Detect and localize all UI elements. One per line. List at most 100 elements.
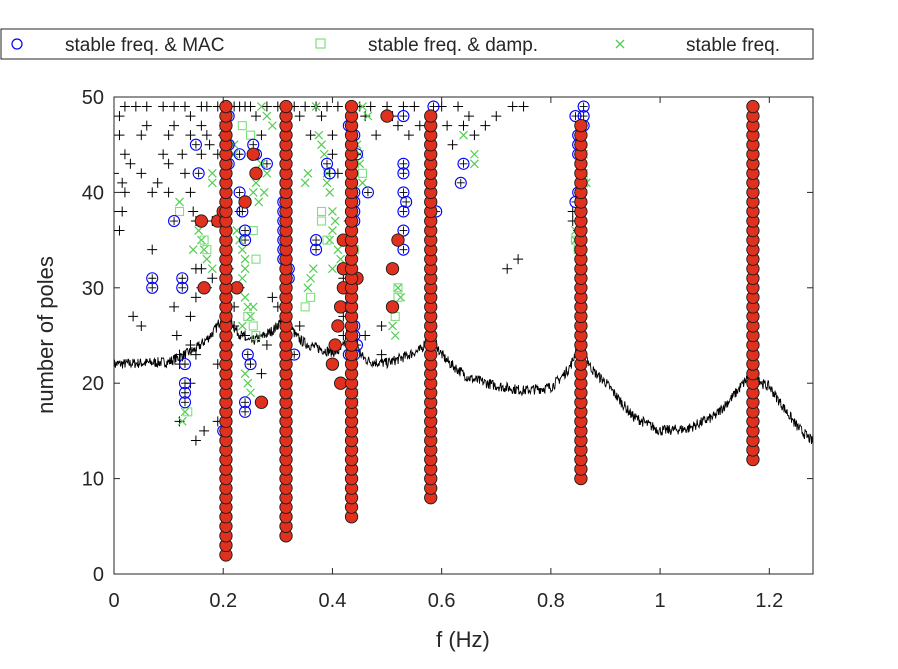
stable-mac-cross bbox=[246, 360, 255, 369]
unstable-pole-marker bbox=[305, 130, 316, 141]
stable-mac-marker bbox=[178, 358, 192, 371]
stable-freq-marker bbox=[237, 321, 247, 331]
stable-damp-marker bbox=[248, 226, 258, 236]
stable-mac-cross bbox=[241, 226, 250, 235]
legend-freq-icon bbox=[615, 39, 625, 49]
stable-mac-marker bbox=[310, 243, 323, 256]
unstable-pole-marker bbox=[332, 101, 343, 112]
stable-freq-marker bbox=[188, 245, 198, 255]
unstable-pole-marker bbox=[409, 101, 420, 112]
unstable-pole-marker bbox=[403, 130, 414, 141]
unstable-pole-marker bbox=[185, 311, 196, 322]
stable-mac-marker bbox=[397, 157, 410, 170]
unstable-pole-marker bbox=[469, 130, 480, 141]
stable-freq-marker bbox=[358, 102, 367, 111]
stable-mac-cross bbox=[243, 350, 252, 359]
stable-mac-marker bbox=[323, 167, 336, 180]
unstable-pole-marker bbox=[300, 101, 311, 112]
stable-mac-cross bbox=[399, 207, 408, 216]
stable-damp-marker bbox=[322, 235, 332, 245]
stable-freq-marker bbox=[469, 149, 479, 159]
stable-freq-marker bbox=[328, 226, 337, 235]
stable-freq-marker bbox=[393, 283, 403, 293]
stable-damp-marker bbox=[245, 130, 256, 140]
stable-freq-marker bbox=[248, 302, 258, 312]
stable-pole-marker bbox=[254, 395, 269, 409]
stable-mac-cross bbox=[312, 236, 321, 245]
stable-freq-marker bbox=[328, 207, 337, 216]
stable-mac-marker bbox=[239, 405, 252, 418]
unstable-pole-marker bbox=[392, 120, 403, 131]
y-tick-label: 30 bbox=[82, 278, 104, 300]
stable-freq-marker bbox=[240, 254, 250, 264]
stable-mac-cross bbox=[178, 283, 187, 292]
unstable-pole-marker bbox=[190, 435, 201, 446]
legend-mac-icon bbox=[11, 38, 23, 50]
stable-freq-marker bbox=[319, 149, 329, 159]
stable-mac-cross bbox=[322, 159, 331, 168]
stable-mac-cross bbox=[399, 188, 408, 197]
axes-frame bbox=[113, 96, 814, 575]
unstable-pole-marker bbox=[261, 340, 272, 351]
stable-mac-cross bbox=[178, 274, 187, 283]
stable-mac-cross bbox=[579, 112, 588, 121]
stable-freq-marker bbox=[311, 102, 321, 111]
stable-mac-cross bbox=[180, 360, 189, 369]
stable-mac-cross bbox=[429, 102, 438, 111]
stable-freq-marker bbox=[207, 264, 217, 274]
plot-area bbox=[114, 99, 813, 562]
unstable-pole-marker bbox=[185, 340, 196, 351]
stable-freq-marker bbox=[322, 178, 332, 188]
unstable-pole-marker bbox=[463, 111, 474, 122]
unstable-pole-marker bbox=[491, 111, 502, 122]
unstable-pole-marker bbox=[117, 177, 128, 188]
stable-mac-marker bbox=[233, 186, 246, 199]
stable-freq-marker bbox=[262, 168, 272, 178]
unstable-pole-marker bbox=[152, 177, 163, 188]
unstable-pole-marker bbox=[480, 120, 491, 131]
stable-damp-marker bbox=[390, 311, 400, 321]
stable-mac-cross bbox=[579, 102, 588, 111]
stable-mac-marker bbox=[397, 186, 410, 199]
unstable-pole-marker bbox=[117, 206, 128, 217]
unstable-pole-marker bbox=[321, 101, 332, 112]
stable-mac-marker bbox=[577, 100, 590, 113]
x-tick-label: 0.6 bbox=[428, 590, 456, 612]
y-tick-label: 20 bbox=[82, 373, 104, 395]
stable-freq-marker bbox=[396, 292, 406, 302]
x-tick-label: 0.2 bbox=[209, 590, 237, 612]
unstable-pole-marker bbox=[436, 101, 447, 112]
stable-freq-marker bbox=[358, 178, 367, 188]
stable-mac-cross bbox=[180, 398, 189, 407]
unstable-pole-marker bbox=[147, 187, 158, 198]
unstable-pole-marker bbox=[294, 320, 305, 331]
legend-damp-icon bbox=[315, 38, 326, 49]
unstable-pole-marker bbox=[518, 101, 529, 112]
unstable-pole-marker bbox=[177, 149, 188, 160]
unstable-pole-marker bbox=[141, 101, 152, 112]
stable-freq-marker bbox=[469, 159, 479, 169]
unstable-pole-marker bbox=[136, 320, 147, 331]
stable-freq-marker bbox=[336, 254, 346, 264]
unstable-pole-marker bbox=[327, 149, 338, 160]
x-tick-label: 0 bbox=[108, 590, 119, 612]
unstable-pole-marker bbox=[261, 101, 272, 112]
stable-damp-marker bbox=[357, 168, 368, 178]
unstable-pole-marker bbox=[256, 368, 267, 379]
stable-freq-marker bbox=[267, 121, 277, 131]
stable-freq-marker bbox=[194, 226, 204, 235]
stable-pole-marker bbox=[574, 118, 588, 133]
axis-ticks: 0 0.2 0.4 0.6 0.8 1 1.2 0 10 20 30 40 50 bbox=[82, 87, 813, 612]
stable-mac-marker bbox=[397, 167, 410, 180]
unstable-pole-marker bbox=[453, 101, 464, 112]
stable-freq-marker bbox=[459, 130, 468, 140]
stable-mac-marker bbox=[189, 138, 202, 151]
stable-mac-cross bbox=[148, 274, 157, 283]
unstable-pole-marker bbox=[125, 158, 136, 169]
unstable-pole-marker bbox=[196, 263, 207, 274]
stable-mac-marker bbox=[310, 234, 323, 247]
stable-mac-marker bbox=[239, 396, 252, 409]
stable-mac-cross bbox=[241, 236, 250, 245]
stable-mac-marker bbox=[192, 167, 205, 180]
stable-pole-marker bbox=[197, 281, 211, 295]
